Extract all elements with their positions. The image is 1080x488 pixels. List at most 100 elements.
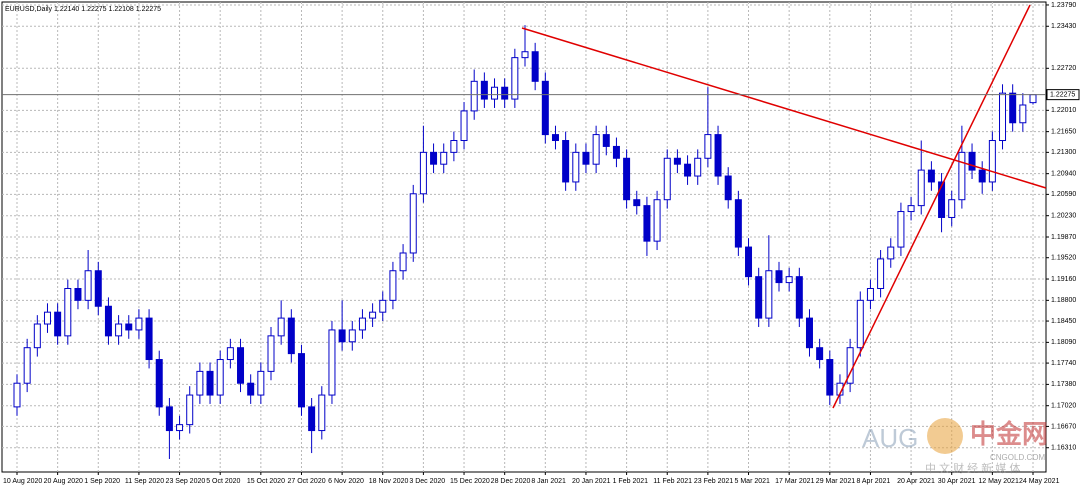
candle-body (277, 317, 285, 337)
candle-body (267, 335, 275, 372)
candle-body (419, 151, 427, 195)
candle-body (1029, 94, 1037, 104)
candle-body (978, 169, 986, 183)
y-tick-label: 1.21650 (1051, 128, 1076, 135)
candle-body (379, 299, 387, 313)
candle-body (206, 370, 214, 396)
candle-body (907, 205, 915, 213)
candle-body (104, 305, 112, 337)
y-tick-label: 1.19870 (1051, 234, 1076, 241)
current-price-label: 1.22275 (1050, 91, 1075, 98)
candle-body (968, 151, 976, 171)
x-tick-label: 8 Jan 2021 (531, 478, 566, 485)
current-price-box (1046, 89, 1080, 101)
x-tick-label: 15 Dec 2020 (450, 478, 490, 485)
x-tick-label: 20 Jan 2021 (572, 478, 611, 485)
trendline (521, 27, 1047, 189)
candle-body (694, 157, 702, 177)
y-tick-label: 1.18800 (1051, 297, 1076, 304)
x-tick-label: 18 Nov 2020 (369, 478, 409, 485)
y-tick-label: 1.22720 (1051, 65, 1076, 72)
y-tick-label: 1.18090 (1051, 339, 1076, 346)
candle-body (237, 347, 245, 384)
candle-body (389, 270, 397, 301)
x-tick-label: 1 Sep 2020 (84, 478, 120, 485)
candle-body (460, 110, 468, 142)
x-tick-label: 1 Feb 2021 (613, 478, 649, 485)
candle-body (897, 211, 905, 248)
candle-body (734, 199, 742, 248)
y-tick-label: 1.17740 (1051, 360, 1076, 367)
x-tick-label: 30 Apr 2021 (938, 478, 976, 485)
x-tick-label: 10 Aug 2020 (3, 478, 42, 485)
candle-body (521, 51, 529, 59)
candle-body (54, 311, 62, 337)
candle-body (795, 276, 803, 319)
chart-title: EURUSD,Daily 1.22140 1.22275 1.22108 1.2… (5, 6, 161, 13)
candle-body (775, 270, 783, 284)
candle-body (470, 80, 478, 112)
x-tick-label: 20 Aug 2020 (44, 478, 83, 485)
candle-body (805, 317, 813, 349)
candle-body (785, 276, 793, 284)
candles (13, 25, 1037, 459)
candle-body (74, 287, 82, 301)
y-tick-label: 1.17020 (1051, 403, 1076, 410)
candle-body (999, 92, 1007, 142)
candle-body (348, 329, 356, 343)
candle-body (145, 317, 153, 361)
candle-body (653, 199, 661, 242)
candle-body (988, 140, 996, 183)
candle-body (247, 382, 255, 396)
x-tick-label: 6 Nov 2020 (328, 478, 364, 485)
candle-body (602, 134, 610, 147)
x-tick-label: 15 Oct 2020 (247, 478, 285, 485)
candle-body (541, 80, 549, 136)
candle-body (623, 157, 631, 201)
x-tick-label: 5 Mar 2021 (735, 478, 771, 485)
candle-body (704, 134, 712, 159)
candle-body (358, 317, 366, 331)
candle-body (887, 246, 895, 260)
x-tick-label: 11 Sep 2020 (125, 478, 164, 485)
x-tick-label: 28 Dec 2020 (491, 478, 531, 485)
candle-body (643, 205, 651, 242)
candle-body (491, 86, 499, 100)
y-tick-label: 1.23790 (1051, 2, 1076, 9)
candle-body (511, 57, 519, 100)
candle-body (501, 86, 509, 100)
candle-body (399, 252, 407, 272)
x-tick-label: 20 Apr 2021 (897, 478, 935, 485)
candle-body (826, 359, 834, 396)
candle-body (958, 151, 966, 201)
candle-body (318, 394, 326, 432)
candle-body (84, 270, 92, 301)
candle-body (216, 359, 224, 396)
candle-body (572, 151, 580, 183)
y-tick-label: 1.22010 (1051, 107, 1076, 114)
candle-body (877, 258, 885, 289)
candle-body (866, 287, 874, 301)
x-tick-label: 5 Oct 2020 (206, 478, 240, 485)
candle-body (155, 359, 163, 408)
candle-body (308, 406, 316, 432)
candle-body (287, 317, 295, 355)
candle-body (196, 370, 204, 396)
watermark-brand: AUG (862, 423, 918, 453)
watermark-cn: 中金网 (970, 419, 1048, 449)
candle-body (23, 347, 31, 384)
x-tick-label: 29 Mar 2021 (816, 478, 855, 485)
candle-body (551, 134, 559, 142)
candle-body (338, 329, 346, 343)
watermark: AUG 中金网 CNGOLD.COM 中 文 财 经 新 媒 体 (862, 418, 1048, 475)
y-tick-label: 1.23430 (1051, 23, 1076, 30)
candle-body (745, 246, 753, 278)
y-tick-label: 1.16310 (1051, 445, 1076, 452)
candle-body (135, 317, 143, 331)
candle-body (765, 270, 773, 319)
candle-body (612, 145, 620, 159)
watermark-site: CNGOLD.COM (990, 453, 1045, 462)
candle-body (917, 169, 925, 207)
candle-body (257, 370, 265, 396)
x-tick-label: 23 Sep 2020 (166, 478, 206, 485)
